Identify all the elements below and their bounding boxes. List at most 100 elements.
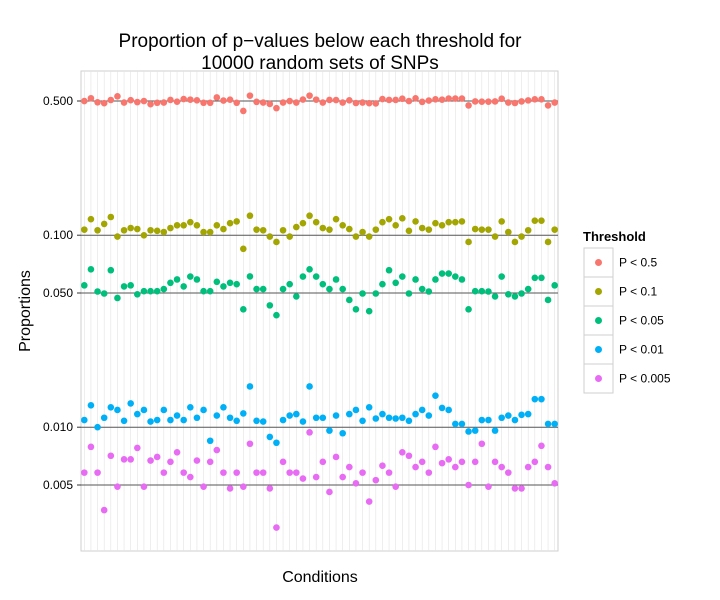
data-point	[511, 293, 519, 300]
legend-marker	[595, 317, 602, 324]
data-point	[240, 483, 247, 490]
data-point	[471, 427, 479, 434]
data-point	[273, 104, 280, 112]
data-point	[465, 238, 472, 246]
legend-label: P < 0.01	[619, 343, 664, 357]
data-point	[180, 283, 187, 290]
data-point	[187, 473, 194, 481]
data-point	[173, 276, 181, 283]
data-point	[326, 427, 333, 434]
data-point	[200, 406, 207, 414]
data-point	[173, 222, 181, 229]
data-point	[465, 102, 472, 109]
data-point	[352, 306, 360, 313]
data-point	[220, 225, 227, 233]
data-point	[114, 406, 121, 414]
plot-panel	[80, 70, 559, 552]
data-point	[359, 290, 366, 297]
data-point	[505, 228, 512, 236]
data-point	[379, 410, 386, 418]
data-point	[339, 429, 346, 437]
data-point	[538, 96, 545, 103]
data-point	[518, 233, 525, 240]
data-point	[365, 307, 373, 315]
data-point	[544, 296, 552, 304]
data-point	[538, 217, 545, 224]
data-point	[518, 290, 525, 297]
data-point	[147, 100, 154, 108]
data-point	[187, 218, 194, 226]
data-point	[432, 96, 439, 103]
data-point	[226, 279, 234, 287]
data-point	[438, 270, 446, 277]
data-point	[471, 225, 479, 233]
data-point	[319, 224, 327, 232]
data-point	[478, 226, 486, 233]
data-point	[286, 280, 293, 288]
data-point	[140, 483, 148, 490]
data-point	[538, 442, 545, 450]
data-point	[511, 416, 519, 424]
data-point	[385, 414, 393, 422]
data-point	[312, 218, 320, 226]
legend-label: P < 0.05	[619, 314, 664, 328]
data-point	[94, 469, 101, 476]
data-point	[379, 218, 386, 226]
data-point	[233, 417, 240, 425]
data-point	[505, 412, 512, 419]
data-point	[405, 97, 413, 105]
data-point	[551, 480, 558, 487]
data-point	[531, 458, 539, 466]
data-point	[193, 97, 201, 104]
data-point	[167, 279, 174, 287]
data-point	[551, 420, 558, 428]
data-points	[81, 92, 558, 531]
data-point	[140, 97, 148, 105]
data-point	[326, 226, 333, 233]
data-point	[259, 285, 267, 293]
data-point	[120, 99, 128, 106]
data-point	[213, 446, 221, 454]
data-point	[458, 218, 466, 225]
data-point	[458, 420, 466, 428]
data-point	[200, 228, 207, 236]
data-point	[339, 285, 346, 293]
data-point	[425, 412, 433, 419]
data-point	[551, 282, 558, 289]
y-tick-label: 0.500	[43, 94, 73, 108]
data-point	[531, 217, 539, 224]
data-point	[544, 102, 552, 109]
data-point	[120, 456, 128, 463]
data-point	[531, 96, 539, 103]
data-point	[233, 218, 240, 225]
data-point	[385, 215, 393, 223]
data-point	[226, 414, 234, 422]
data-point	[107, 266, 115, 274]
data-point	[478, 287, 486, 295]
data-point	[452, 463, 459, 471]
y-axis-ticks: 0.005 0.010 0.050 0.100 0.500	[43, 94, 81, 492]
data-point	[491, 458, 499, 466]
data-point	[279, 458, 287, 466]
data-point	[352, 406, 360, 414]
data-point	[226, 485, 234, 492]
data-point	[180, 416, 187, 424]
data-point	[253, 285, 260, 293]
data-point	[100, 290, 108, 297]
data-point	[180, 469, 187, 476]
data-point	[226, 96, 234, 104]
data-point	[100, 220, 108, 228]
data-point	[339, 99, 346, 106]
data-point	[524, 97, 532, 104]
data-point	[153, 416, 161, 424]
data-point	[524, 285, 532, 293]
data-point	[140, 287, 148, 295]
data-point	[213, 94, 221, 101]
data-point	[259, 226, 267, 234]
data-point	[346, 410, 353, 418]
data-point	[498, 463, 505, 471]
data-point	[266, 233, 274, 240]
data-point	[253, 226, 260, 233]
data-point	[253, 417, 260, 425]
data-point	[167, 458, 174, 466]
